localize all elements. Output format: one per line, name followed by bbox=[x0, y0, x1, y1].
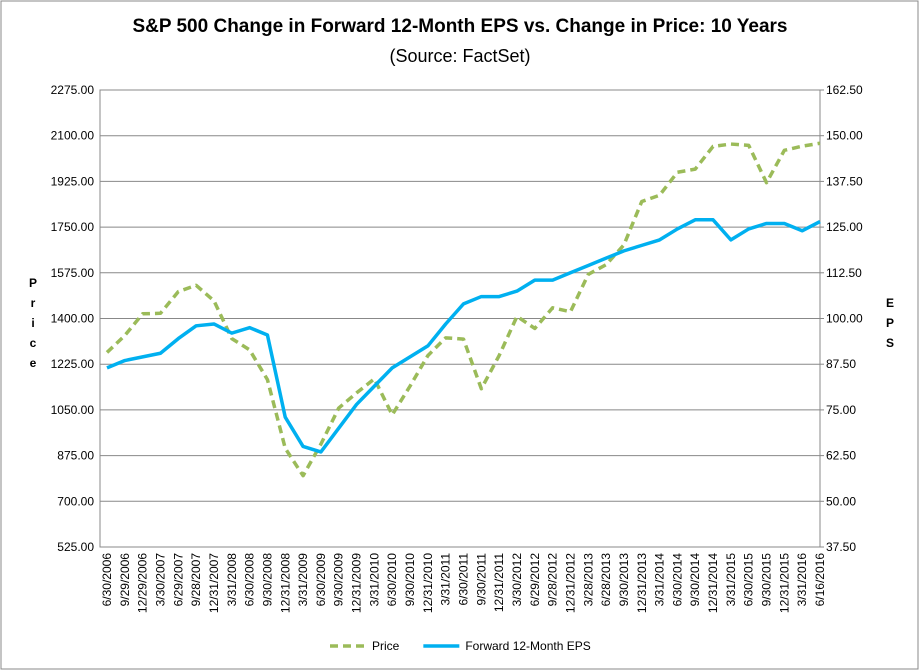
y-axis-label: Price bbox=[26, 276, 40, 376]
y-tick-label: 1925.00 bbox=[51, 174, 95, 188]
x-tick-label: 6/30/2015 bbox=[742, 553, 756, 607]
x-tick-label: 12/31/2008 bbox=[278, 553, 292, 613]
y2-tick-label: 137.50 bbox=[826, 174, 863, 188]
x-tick-label: 9/28/2007 bbox=[189, 553, 203, 607]
y2-tick-label: 75.00 bbox=[826, 403, 856, 417]
y-tick-label: 875.00 bbox=[57, 449, 94, 463]
x-tick-label: 9/30/2011 bbox=[474, 553, 488, 606]
x-tick-label: 9/30/2010 bbox=[403, 553, 417, 607]
y2-tick-label: 87.50 bbox=[826, 357, 856, 371]
x-tick-label: 3/31/2015 bbox=[724, 553, 738, 607]
y-tick-label: 2100.00 bbox=[51, 129, 95, 143]
y-tick-label: 1400.00 bbox=[51, 312, 95, 326]
y2-tick-label: 62.50 bbox=[826, 449, 856, 463]
x-tick-label: 12/31/2015 bbox=[777, 553, 791, 613]
x-tick-label: 3/31/2010 bbox=[367, 553, 381, 607]
x-tick-label: 9/30/2015 bbox=[760, 553, 774, 607]
y2-tick-label: 125.00 bbox=[826, 220, 863, 234]
x-tick-label: 6/16/2016 bbox=[813, 553, 827, 607]
x-tick-label: 6/30/2009 bbox=[314, 553, 328, 607]
y-tick-label: 525.00 bbox=[57, 540, 94, 554]
y2-tick-label: 150.00 bbox=[826, 129, 863, 143]
plot-area bbox=[99, 89, 821, 548]
x-tick-label: 12/31/2012 bbox=[563, 553, 577, 613]
x-tick-label: 3/30/2007 bbox=[153, 553, 167, 607]
x-tick-label: 3/31/2016 bbox=[795, 553, 809, 607]
x-tick-label: 6/30/2008 bbox=[243, 553, 257, 607]
y-tick-label: 1050.00 bbox=[51, 403, 95, 417]
series-line bbox=[105, 141, 821, 478]
x-tick-label: 6/30/2011 bbox=[457, 553, 471, 606]
x-tick-label: 3/31/2009 bbox=[296, 553, 310, 607]
x-tick-label: 9/28/2012 bbox=[546, 553, 560, 607]
chart-title: S&P 500 Change in Forward 12-Month EPS v… bbox=[132, 16, 787, 37]
x-tick-label: 12/31/2013 bbox=[635, 553, 649, 613]
y2-tick-label: 112.50 bbox=[826, 266, 862, 280]
x-tick-label: 12/31/2011 bbox=[492, 553, 506, 612]
chart-subtitle: (Source: FactSet) bbox=[389, 46, 530, 66]
x-tick-label: 12/31/2014 bbox=[706, 553, 720, 613]
x-tick-label: 3/31/2011 bbox=[439, 553, 453, 606]
y-tick-label: 1575.00 bbox=[51, 266, 95, 280]
legend-label: Price bbox=[372, 639, 400, 653]
x-tick-label: 6/29/2012 bbox=[528, 553, 542, 607]
x-tick-label: 6/29/2007 bbox=[171, 553, 185, 607]
y-tick-label: 700.00 bbox=[57, 494, 94, 508]
x-tick-label: 3/31/2008 bbox=[225, 553, 239, 607]
series-line bbox=[106, 218, 821, 454]
x-tick-label: 12/31/2009 bbox=[350, 553, 364, 613]
x-tick-label: 6/30/2010 bbox=[385, 553, 399, 607]
y-tick-label: 1750.00 bbox=[51, 220, 95, 234]
x-tick-label: 6/30/2014 bbox=[670, 553, 684, 607]
x-tick-label: 9/30/2008 bbox=[260, 553, 274, 607]
x-tick-label: 3/30/2012 bbox=[510, 553, 524, 607]
x-tick-label: 3/31/2014 bbox=[653, 553, 667, 607]
y-tick-label: 1225.00 bbox=[51, 357, 95, 371]
x-tick-label: 9/29/2006 bbox=[118, 553, 132, 607]
y2-tick-label: 37.50 bbox=[826, 540, 856, 554]
y2-tick-label: 50.00 bbox=[826, 494, 856, 508]
y-tick-label: 2275.00 bbox=[51, 83, 95, 97]
y2-tick-label: 162.50 bbox=[826, 83, 863, 97]
x-tick-label: 9/30/2014 bbox=[688, 553, 702, 607]
y2-tick-label: 100.00 bbox=[826, 312, 863, 326]
y2-axis-label: EPS bbox=[883, 296, 897, 356]
x-tick-label: 6/28/2013 bbox=[599, 553, 613, 607]
x-tick-label: 12/31/2007 bbox=[207, 553, 221, 613]
x-tick-label: 9/30/2009 bbox=[332, 553, 346, 607]
x-tick-label: 12/31/2010 bbox=[421, 553, 435, 613]
x-tick-label: 6/30/2006 bbox=[100, 553, 114, 607]
x-tick-label: 9/30/2013 bbox=[617, 553, 631, 607]
x-tick-label: 3/28/2013 bbox=[581, 553, 595, 607]
x-tick-label: 12/29/2006 bbox=[136, 553, 150, 613]
legend-label: Forward 12-Month EPS bbox=[465, 639, 590, 653]
